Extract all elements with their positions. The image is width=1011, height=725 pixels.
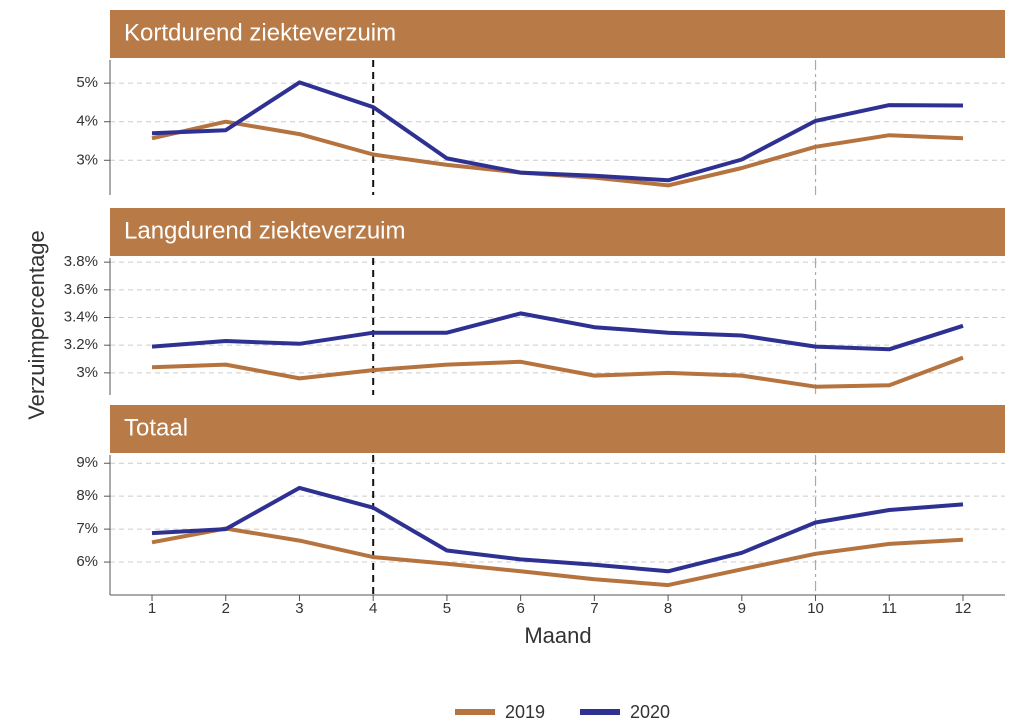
y-tick-label: 9% xyxy=(76,454,98,471)
x-tick-label: 12 xyxy=(955,600,972,617)
legend-label: 2020 xyxy=(630,702,670,722)
data-line xyxy=(151,526,964,588)
y-tick-label: 3% xyxy=(76,151,98,168)
x-axis-label: Maand xyxy=(524,623,591,648)
x-tick-label: 10 xyxy=(807,600,824,617)
y-axis-label: Verzuimpercentage xyxy=(24,230,49,420)
facet-title: Langdurend ziekteverzuim xyxy=(124,217,406,244)
facet-strip xyxy=(110,10,1005,58)
y-tick-label: 8% xyxy=(76,487,98,504)
facet-title: Totaal xyxy=(124,414,188,441)
y-tick-label: 3.6% xyxy=(64,281,98,298)
x-tick-label: 7 xyxy=(590,600,598,617)
y-tick-label: 3% xyxy=(76,364,98,381)
data-line xyxy=(151,485,964,574)
data-line xyxy=(151,355,964,389)
data-line xyxy=(151,80,964,183)
y-tick-label: 4% xyxy=(76,113,98,130)
y-tick-label: 3.4% xyxy=(64,308,98,325)
facet-strip xyxy=(110,405,1005,453)
x-tick-label: 6 xyxy=(516,600,524,617)
x-tick-label: 5 xyxy=(443,600,451,617)
facet-title: Kortdurend ziekteverzuim xyxy=(124,19,396,46)
x-tick-label: 2 xyxy=(222,600,230,617)
x-tick-label: 9 xyxy=(738,600,746,617)
data-line xyxy=(151,311,964,352)
x-tick-label: 4 xyxy=(369,600,377,617)
x-tick-label: 8 xyxy=(664,600,672,617)
y-tick-label: 5% xyxy=(76,74,98,91)
facet-strip xyxy=(110,208,1005,256)
x-tick-label: 3 xyxy=(295,600,303,617)
x-tick-label: 11 xyxy=(881,600,897,617)
y-tick-label: 3.2% xyxy=(64,336,98,353)
y-tick-label: 6% xyxy=(76,553,98,570)
y-tick-label: 7% xyxy=(76,520,98,537)
x-tick-label: 1 xyxy=(148,600,156,617)
legend-label: 2019 xyxy=(505,702,545,722)
y-tick-label: 3.8% xyxy=(64,253,98,270)
